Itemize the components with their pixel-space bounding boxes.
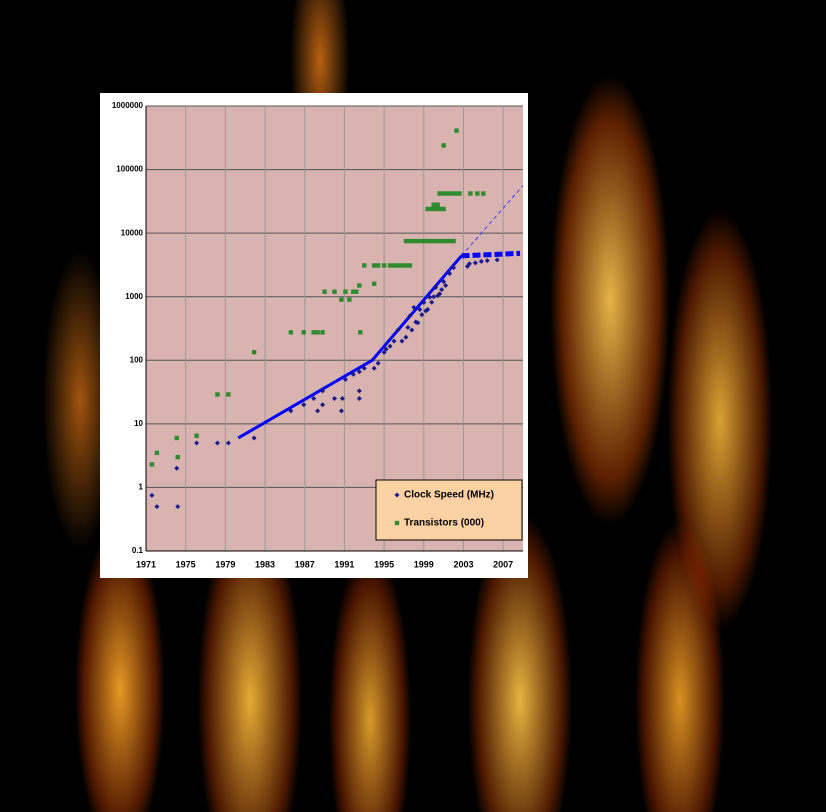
y-tick-label: 1000000 xyxy=(112,101,144,110)
point xyxy=(311,330,315,334)
legend-label: Clock Speed (MHz) xyxy=(404,490,494,501)
point xyxy=(412,239,416,243)
y-tick-label: 1000 xyxy=(125,292,143,301)
point xyxy=(445,191,449,195)
point xyxy=(150,462,154,466)
x-tick-label: 1979 xyxy=(215,559,235,569)
point xyxy=(343,289,347,293)
point xyxy=(428,239,432,243)
point xyxy=(432,203,436,207)
point xyxy=(357,283,361,287)
y-tick-label: 1 xyxy=(139,483,144,492)
legend: Clock Speed (MHz) Transistors (000) xyxy=(376,480,522,540)
point xyxy=(358,330,362,334)
point xyxy=(376,263,380,267)
point xyxy=(416,239,420,243)
point xyxy=(396,263,400,267)
point xyxy=(481,191,485,195)
point xyxy=(432,239,436,243)
point xyxy=(404,263,408,267)
y-tick-label: 100000 xyxy=(116,165,143,174)
point xyxy=(454,128,458,132)
point xyxy=(439,239,443,243)
point xyxy=(400,263,404,267)
point xyxy=(441,191,445,195)
point xyxy=(175,436,179,440)
point xyxy=(392,263,396,267)
point xyxy=(441,207,445,211)
point xyxy=(382,263,386,267)
point xyxy=(362,263,366,267)
point xyxy=(302,330,306,334)
point xyxy=(420,239,424,243)
point xyxy=(435,239,439,243)
point xyxy=(155,451,159,455)
legend-label: Transistors (000) xyxy=(404,518,484,529)
y-tick-label: 10 xyxy=(134,419,143,428)
point xyxy=(252,350,256,354)
y-tick-label: 100 xyxy=(130,355,144,364)
point xyxy=(468,191,472,195)
point xyxy=(194,434,198,438)
point xyxy=(215,392,219,396)
point xyxy=(430,207,434,211)
point xyxy=(322,289,326,293)
x-tick-label: 1987 xyxy=(295,559,315,569)
point xyxy=(457,191,461,195)
point xyxy=(289,330,293,334)
point xyxy=(424,239,428,243)
point xyxy=(449,191,453,195)
point xyxy=(435,203,439,207)
point xyxy=(453,191,457,195)
point xyxy=(332,289,336,293)
point xyxy=(447,239,451,243)
point xyxy=(408,239,412,243)
x-tick-label: 1971 xyxy=(136,559,156,569)
point xyxy=(441,143,445,147)
page: 1000000 100000 10000 1000 100 10 1 0.1 1971 1975 1… xyxy=(0,0,826,812)
x-tick-label: 1983 xyxy=(255,559,275,569)
y-tick-label: 10000 xyxy=(121,228,144,237)
point xyxy=(354,289,358,293)
x-tick-label: 2007 xyxy=(493,559,513,569)
legend-marker xyxy=(395,521,399,525)
x-tick-label: 1975 xyxy=(176,559,196,569)
point xyxy=(226,392,230,396)
point xyxy=(372,282,376,286)
point xyxy=(437,191,441,195)
point xyxy=(475,191,479,195)
x-tick-label: 1999 xyxy=(414,559,434,569)
point xyxy=(404,239,408,243)
point xyxy=(408,263,412,267)
point xyxy=(339,297,343,301)
point xyxy=(388,263,392,267)
y-tick-label: 0.1 xyxy=(132,546,144,555)
point xyxy=(433,207,437,211)
point xyxy=(320,330,324,334)
point xyxy=(347,297,351,301)
point xyxy=(426,207,430,211)
point xyxy=(437,207,441,211)
point xyxy=(315,330,319,334)
x-tick-label: 1995 xyxy=(374,559,394,569)
point xyxy=(443,239,447,243)
chart: 1000000 100000 10000 1000 100 10 1 0.1 1971 1975 1… xyxy=(0,0,826,812)
point xyxy=(372,263,376,267)
x-tick-label: 2003 xyxy=(453,559,473,569)
point xyxy=(176,455,180,459)
point xyxy=(451,239,455,243)
x-tick-label: 1991 xyxy=(334,559,354,569)
